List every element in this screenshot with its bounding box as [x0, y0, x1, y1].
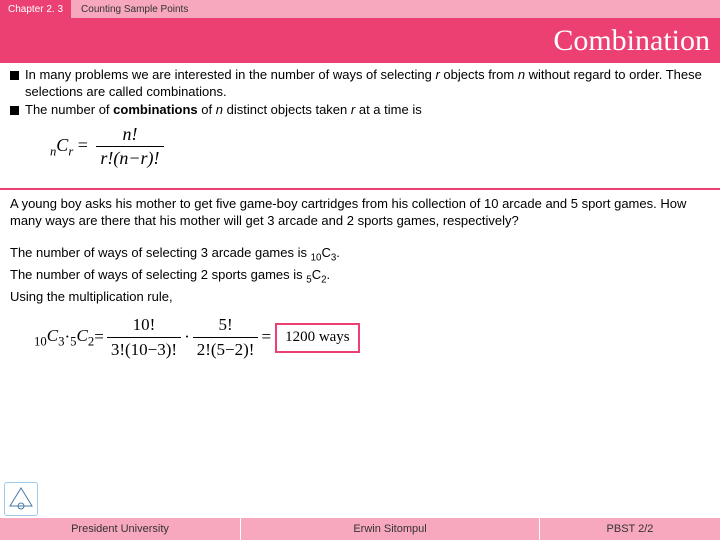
footer-page: PBST 2/2 — [540, 518, 720, 540]
result-box: 1200 ways — [275, 323, 360, 353]
combination-formula: nCr = n!r!(n−r)! — [50, 123, 710, 171]
footer: President University Erwin Sitompul PBST… — [0, 518, 720, 540]
footer-university: President University — [0, 518, 240, 540]
top-bar: Chapter 2. 3 Counting Sample Points — [0, 0, 720, 18]
bullet-icon — [10, 71, 19, 80]
bullet-1: In many problems we are interested in th… — [10, 67, 710, 101]
question-text: A young boy asks his mother to get five … — [0, 190, 720, 230]
answer-block: The number of ways of selecting 3 arcade… — [0, 230, 720, 363]
bullet-icon — [10, 106, 19, 115]
section-tab: Counting Sample Points — [71, 0, 720, 18]
bullet-2: The number of combinations of n distinct… — [10, 102, 710, 119]
chapter-tab: Chapter 2. 3 — [0, 0, 71, 18]
slide-title: Combination — [553, 24, 710, 58]
title-band: Combination — [0, 18, 720, 63]
university-logo-icon — [4, 482, 38, 516]
bullet-2-text: The number of combinations of n distinct… — [25, 102, 710, 119]
answer-line-3: Using the multiplication rule, — [10, 288, 710, 307]
bullet-1-text: In many problems we are interested in th… — [25, 67, 710, 101]
answer-line-1: The number of ways of selecting 3 arcade… — [10, 244, 710, 266]
calculation: 10C3 · 5C2 = 10!3!(10−3)! · 5!2!(5−2)! =… — [34, 313, 710, 363]
footer-author: Erwin Sitompul — [240, 518, 540, 540]
content-area: In many problems we are interested in th… — [0, 63, 720, 170]
answer-line-2: The number of ways of selecting 2 sports… — [10, 266, 710, 288]
